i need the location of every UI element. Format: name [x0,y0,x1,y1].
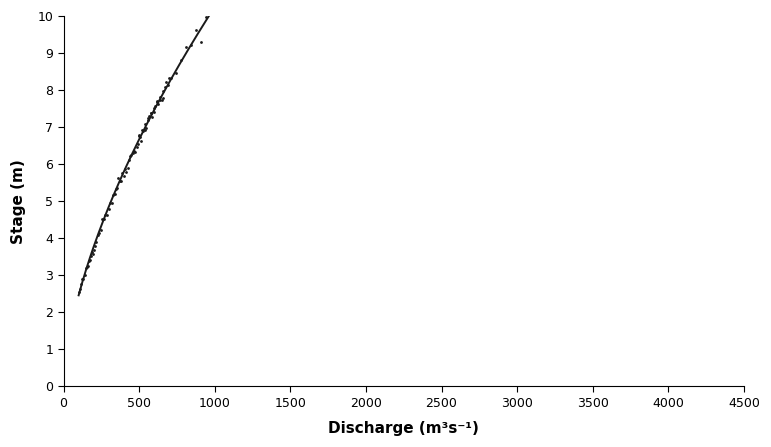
Point [133,132,145,139]
Point [128,148,140,155]
Point [85,253,97,260]
Point [109,190,121,197]
Point [145,110,157,117]
Point [96,216,109,223]
Point [95,227,107,234]
Point [129,148,141,156]
Point [79,265,92,272]
Point [121,164,133,171]
Point [159,84,171,91]
Point [138,127,150,134]
Point [88,247,100,254]
Point [165,74,177,81]
Point [107,191,120,198]
Point [156,97,168,104]
Point [89,242,101,249]
Point [73,288,86,295]
Point [130,143,143,151]
Point [98,216,110,223]
Point [184,42,197,49]
Point [90,239,103,246]
Point [140,124,152,131]
Point [153,100,165,107]
Point [148,104,160,111]
Point [119,165,131,172]
Point [111,185,123,192]
Point [99,211,112,218]
Point [103,205,115,212]
X-axis label: Discharge (m³s⁻¹): Discharge (m³s⁻¹) [328,421,479,436]
Point [79,272,91,279]
Point [76,280,88,287]
Point [125,151,137,158]
Point [104,199,116,207]
Point [116,169,129,176]
Point [115,177,127,185]
Point [106,199,118,206]
Point [157,87,170,94]
Point [132,140,144,147]
Point [123,157,135,164]
Y-axis label: Stage (m): Stage (m) [11,159,26,244]
Point [162,82,174,89]
Point [200,13,212,21]
Point [148,108,160,115]
Point [86,250,99,257]
Point [170,70,182,77]
Point [83,256,96,263]
Point [151,98,163,105]
Point [190,26,202,33]
Point [194,38,207,45]
Point [110,186,123,193]
Point [82,262,94,270]
Point [80,263,93,270]
Point [126,149,139,156]
Point [101,211,113,218]
Point [145,109,157,116]
Point [157,94,170,101]
Point [146,113,159,120]
Point [150,103,162,110]
Point [77,275,89,282]
Point [142,114,154,121]
Point [133,133,146,140]
Point [92,231,104,238]
Point [117,172,130,179]
Point [141,117,153,124]
Point [139,121,151,128]
Point [86,248,98,255]
Point [120,169,133,176]
Point [160,79,173,86]
Point [124,152,136,160]
Point [154,93,167,100]
Point [74,286,86,293]
Point [113,175,125,182]
Point [143,112,155,119]
Point [133,131,145,139]
Point [135,137,147,144]
Point [175,57,187,64]
Point [76,275,89,282]
Point [82,257,95,264]
Point [163,75,176,82]
Point [180,43,192,50]
Point [113,177,126,184]
Point [154,96,167,103]
Point [151,97,163,105]
Point [136,127,149,134]
Point [136,126,148,133]
Point [93,230,106,237]
